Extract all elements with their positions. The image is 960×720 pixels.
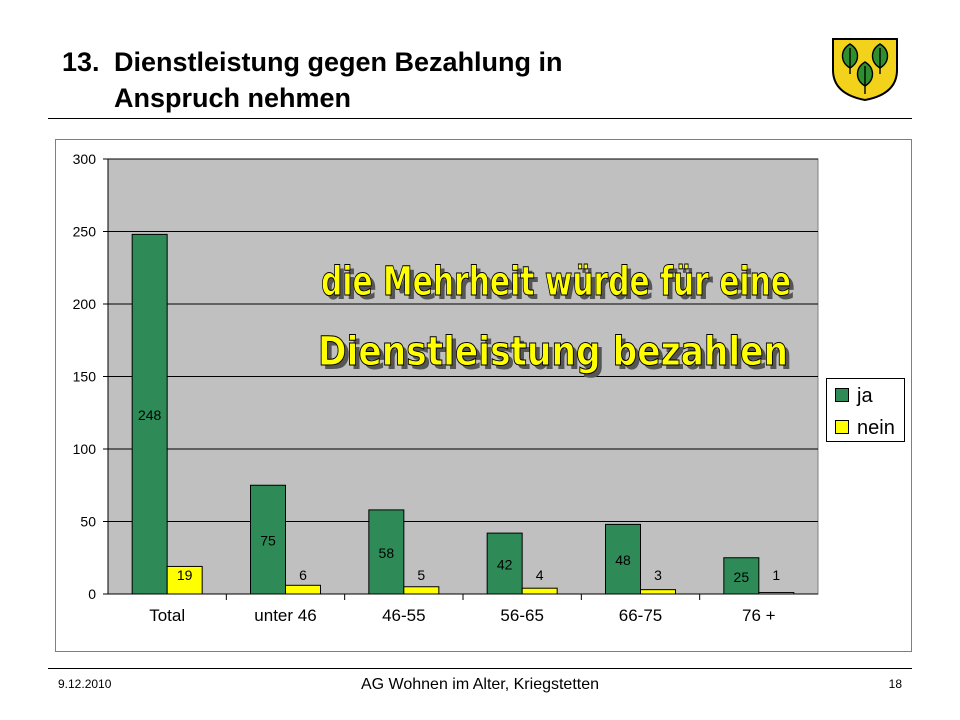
data-label-ja-1: 75 [260,533,276,549]
x-tick-label: Total [149,606,185,625]
y-tick-label: 150 [73,369,97,385]
title-divider [48,118,912,119]
legend-item-nein: nein [835,417,895,439]
data-label-nein-3: 4 [536,567,544,583]
bar-nein-5 [758,592,795,595]
bar-ja-3 [486,532,523,595]
bar-ja-4 [605,523,641,595]
bar-ja-0 [131,233,168,595]
data-label-ja-0: 248 [138,407,162,423]
annotation-line-2-shadow: Dienstleistung bezahlen [322,333,792,379]
x-tick-label: 56-65 [500,606,543,625]
y-tick-label: 50 [80,514,96,530]
bar-nein-4 [640,589,676,595]
x-tick-label: 76 + [742,606,776,625]
title-number: 13. [62,47,100,77]
x-tick-label: unter 46 [254,606,316,625]
footer-divider [48,668,912,669]
y-tick-label: 100 [73,441,97,457]
annotation-line-1: die Mehrheit würde für eine [321,259,791,305]
data-label-nein-2: 5 [417,567,425,583]
data-label-ja-4: 48 [615,552,631,568]
footer-title: AG Wohnen im Alter, Kriegstetten [360,676,600,693]
slide-title: 13. Dienstleistung gegen Bezahlung in Ans… [62,44,563,116]
legend-swatch-nein [835,419,849,434]
bar-nein-0 [166,565,203,595]
data-label-ja-2: 58 [379,545,395,561]
legend-swatch-ja [835,387,849,402]
data-label-nein-5: 1 [772,567,780,583]
y-tick-label: 250 [73,224,97,240]
bar-ja-2 [368,509,405,595]
data-label-ja-5: 25 [734,569,750,585]
chart-frame: 0 50 100 150 200 250 300 248 19 Total 75 6 unter 46 5… [55,139,912,652]
coat-of-arms-three-leaves-icon [832,38,898,102]
data-label-nein-1: 6 [299,567,307,583]
legend-label-nein: nein [857,417,895,439]
annotation-line-2: Dienstleistung bezahlen [318,329,788,375]
data-label-nein-0: 19 [177,567,193,583]
page-number: 18 [888,677,902,691]
x-tick-label: 66-75 [619,606,662,625]
data-label-nein-4: 3 [654,567,662,583]
y-tick-label: 200 [73,296,97,312]
bar-nein-2 [403,586,440,595]
legend-label-ja: ja [857,385,873,407]
chart-legend: ja nein [826,378,905,442]
bar-nein-3 [521,587,558,595]
data-label-ja-3: 42 [497,557,513,573]
y-tick-label: 300 [73,151,97,167]
bar-chart: 0 50 100 150 200 250 300 248 19 Total 75 6 unter 46 5… [73,151,819,625]
legend-item-ja: ja [835,385,873,407]
annotation-line-1-shadow: die Mehrheit würde für eine [325,263,795,309]
x-tick-label: 46-55 [382,606,425,625]
title-line-2: Anspruch nehmen [114,83,352,113]
footer-date: 9.12.2010 [58,677,112,691]
bar-nein-1 [285,584,321,595]
bar-ja-1 [250,484,286,595]
bar-ja-5 [723,557,760,595]
y-tick-label: 0 [88,586,96,602]
title-line-1: Dienstleistung gegen Bezahlung in [114,47,563,77]
